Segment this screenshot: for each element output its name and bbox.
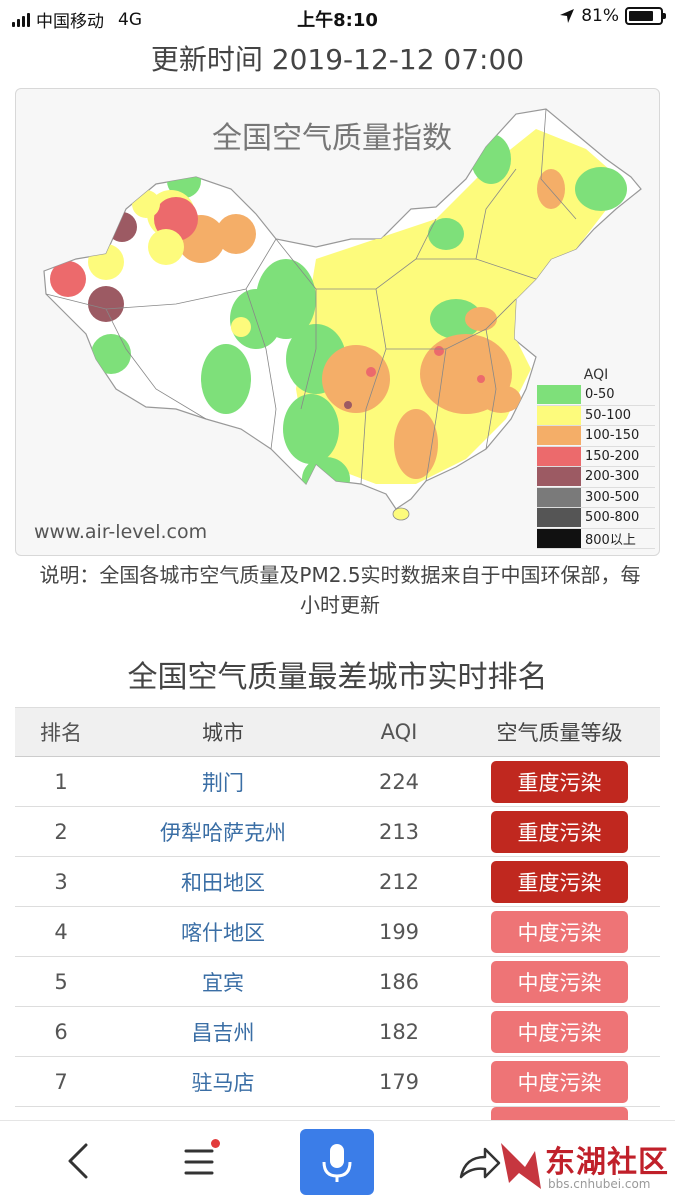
battery-icon	[625, 7, 666, 25]
location-arrow-icon	[560, 9, 575, 23]
legend-item: 100-150	[537, 426, 655, 447]
battery-fill	[629, 11, 654, 21]
ranking-title: 全国空气质量最差城市实时排名	[127, 660, 548, 695]
aqi-cell: 213	[378, 819, 420, 844]
level-badge: 重度污染	[491, 860, 628, 903]
legend-swatch	[537, 385, 581, 405]
legend-item: 200-300	[537, 467, 655, 488]
microphone-icon	[322, 1144, 352, 1182]
legend-item: 300-500	[537, 487, 655, 508]
clock: 上午8:10	[297, 10, 378, 31]
status-left: 中国移动 4G	[12, 7, 142, 32]
legend-swatch	[537, 405, 581, 425]
update-time: 更新时间 2019-12-12 07:00	[150, 43, 525, 76]
legend-label: 300-500	[585, 489, 640, 505]
table-row: 2 伊犁哈萨克州 213 重度污染	[15, 807, 660, 857]
partial-badge	[491, 1107, 628, 1121]
signal-icon	[12, 12, 30, 27]
aqi-cell: 182	[378, 1019, 420, 1044]
ranking-table: 排名 城市 AQI 空气质量等级 1 荆门 224 重度污染 2 伊犁哈萨克州 213 重度污…	[15, 707, 660, 1121]
voice-search-button[interactable]	[300, 1129, 374, 1195]
rank-cell: 1	[54, 769, 68, 794]
aqi-cell: 224	[378, 769, 420, 794]
rank-cell: 7	[54, 1069, 68, 1094]
column-header-rank: 排名	[40, 721, 82, 745]
table-row: 5 宜宾 186 中度污染	[15, 957, 660, 1007]
china-aqi-map-image	[43, 108, 642, 521]
aqi-map: 全国空气质量指数 www.air-level.com AQI 0-50 50-10…	[15, 88, 660, 556]
city-link[interactable]: 伊犁哈萨克州	[160, 820, 286, 845]
city-link[interactable]: 荆门	[202, 770, 244, 795]
level-badge: 中度污染	[491, 910, 628, 953]
back-icon[interactable]	[60, 1139, 100, 1183]
city-link[interactable]: 喀什地区	[181, 920, 265, 945]
legend-label: 800以上	[585, 532, 636, 548]
table-row: 1 荆门 224 重度污染	[15, 757, 660, 807]
menu-button[interactable]	[180, 1139, 220, 1183]
level-badge: 重度污染	[491, 810, 628, 853]
aqi-legend: AQI 0-50 50-100 100-150 150-200 200-300 300-5…	[537, 365, 655, 549]
city-link[interactable]: 和田地区	[181, 870, 265, 895]
rank-cell: 3	[54, 869, 68, 894]
city-link[interactable]: 驻马店	[191, 1070, 255, 1095]
column-header-city: 城市	[202, 721, 244, 745]
menu-icon	[184, 1149, 214, 1175]
status-bar: 中国移动 4G 上午8:10 81%	[0, 0, 675, 34]
column-header-aqi: AQI	[380, 720, 418, 744]
map-source-url: www.air-level.com	[34, 521, 208, 543]
legend-item: 50-100	[537, 405, 655, 426]
rank-cell: 5	[54, 969, 68, 994]
aqi-cell: 212	[378, 869, 420, 894]
legend-item: 0-50	[537, 385, 655, 406]
legend-swatch	[537, 446, 581, 466]
table-body: 1 荆门 224 重度污染 2 伊犁哈萨克州 213 重度污染 3 和田地区 212 重度污染 4 喀什地…	[15, 757, 660, 1107]
table-row: 3 和田地区 212 重度污染	[15, 857, 660, 907]
watermark-url: bbs.cnhubei.com	[548, 1177, 651, 1191]
legend-label: 500-800	[585, 510, 640, 526]
legend-swatch	[537, 426, 581, 446]
data-note: 说明：全国各城市空气质量及PM2.5实时数据来自于中国环保部，每小时更新	[39, 563, 641, 617]
aqi-cell: 199	[378, 919, 420, 944]
rank-cell: 6	[54, 1019, 68, 1044]
watermark-logo-icon	[501, 1143, 541, 1189]
legend-label: 150-200	[585, 448, 640, 464]
bottom-toolbar: 东湖社区 bbs.cnhubei.com	[0, 1120, 675, 1200]
map-title: 全国空气质量指数	[212, 121, 452, 156]
level-badge: 重度污染	[491, 760, 628, 803]
aqi-cell: 186	[378, 969, 420, 994]
battery-percent: 81%	[581, 6, 619, 26]
city-link[interactable]: 宜宾	[202, 970, 244, 995]
legend-swatch	[537, 528, 581, 548]
column-header-level: 空气质量等级	[496, 721, 623, 745]
legend-swatch	[537, 467, 581, 487]
city-link[interactable]: 昌吉州	[191, 1020, 255, 1045]
table-row: 7 驻马店 179 中度污染	[15, 1057, 660, 1107]
level-badge: 中度污染	[491, 1010, 628, 1053]
notification-dot	[211, 1139, 220, 1148]
legend-swatch	[537, 487, 581, 507]
legend-swatch	[537, 508, 581, 528]
legend-label: 100-150	[585, 428, 640, 444]
rank-cell: 4	[54, 919, 68, 944]
rank-cell: 2	[54, 819, 68, 844]
level-badge: 中度污染	[491, 960, 628, 1003]
aqi-cell: 179	[378, 1069, 420, 1094]
status-right: 81%	[559, 6, 666, 26]
legend-item: 500-800	[537, 508, 655, 529]
level-badge: 中度污染	[491, 1060, 628, 1103]
table-header: 排名 城市 AQI 空气质量等级	[15, 707, 660, 757]
table-row-partial	[15, 1107, 660, 1121]
legend-label: 50-100	[585, 407, 632, 423]
carrier-label: 中国移动	[36, 12, 104, 32]
legend-item: 150-200	[537, 446, 655, 467]
network-label: 4G	[118, 9, 142, 30]
legend-item: 800以上	[537, 528, 655, 549]
share-icon[interactable]	[455, 1141, 503, 1185]
legend-label: 0-50	[585, 387, 615, 403]
table-row: 6 昌吉州 182 中度污染	[15, 1007, 660, 1057]
legend-title: AQI	[583, 367, 609, 383]
legend-label: 200-300	[585, 469, 640, 485]
table-row: 4 喀什地区 199 中度污染	[15, 907, 660, 957]
watermark-text: 东湖社区	[545, 1145, 669, 1180]
